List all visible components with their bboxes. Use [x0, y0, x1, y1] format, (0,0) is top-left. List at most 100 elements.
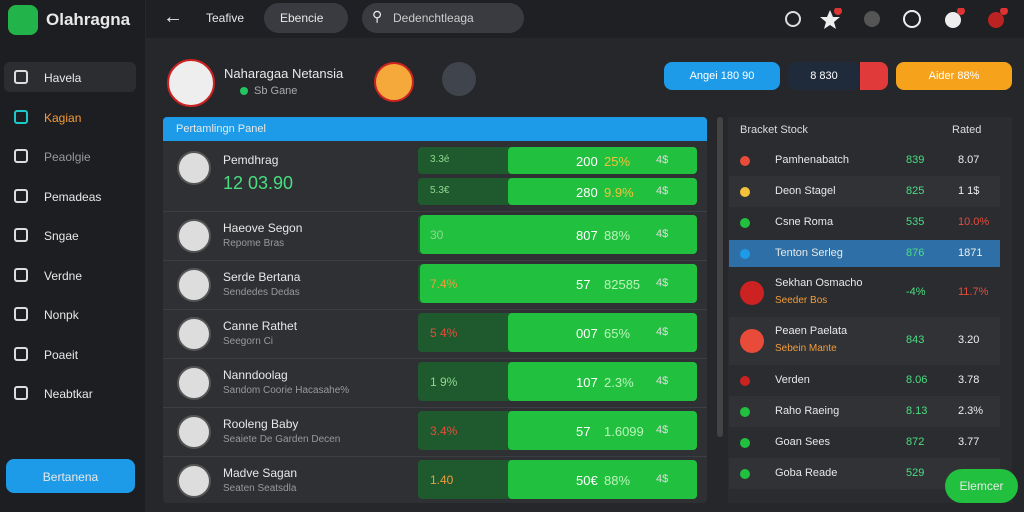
- row-divider: [163, 260, 707, 261]
- row-icon: [740, 375, 750, 386]
- bar-left: 5.3€: [430, 184, 450, 196]
- search-icon: ⚲: [372, 8, 383, 24]
- row-v2: 1 1$: [958, 184, 980, 197]
- search-box[interactable]: [362, 3, 524, 33]
- row-v2: 1871: [958, 246, 983, 259]
- panel-title: Pertamlingn Panel: [176, 123, 266, 135]
- bar-left: 7.4%: [430, 276, 458, 291]
- bar-c: 4$: [656, 374, 669, 387]
- bar-c: 4$: [656, 276, 669, 289]
- row-icon: [740, 437, 750, 448]
- row-avatar: [177, 151, 211, 185]
- bar-c: 4$: [656, 423, 669, 436]
- row-v2: 3.20: [958, 334, 980, 346]
- row-divider: [163, 211, 707, 212]
- bar-left: 3.4%: [430, 423, 458, 438]
- bar-a: 57: [576, 423, 591, 439]
- tab-label: Ebencie: [280, 11, 324, 25]
- bar-fill: [508, 147, 697, 174]
- nav-item[interactable]: Nonpk: [44, 308, 79, 322]
- header-button-label: Aider 88%: [928, 70, 980, 82]
- bar-c: 4$: [656, 325, 669, 338]
- row-icon: [740, 281, 764, 305]
- side-header: Bracket Stock: [740, 124, 808, 136]
- nav-item[interactable]: Peaolgie: [44, 150, 91, 164]
- nav-item[interactable]: Neabtkar: [44, 387, 93, 401]
- header-button[interactable]: [788, 62, 860, 90]
- bar-b: 25%: [604, 153, 631, 169]
- bar-left: 30: [430, 227, 444, 242]
- bar-b: 88%: [604, 227, 631, 243]
- nav-item[interactable]: Sngae: [44, 229, 79, 243]
- row-name: Haeove Segon: [223, 221, 303, 235]
- badge: [442, 62, 476, 96]
- row-name: Csne Roma: [775, 215, 834, 228]
- row-name: Verden: [775, 373, 810, 386]
- header-button[interactable]: [664, 62, 780, 90]
- row-v1: -4%: [906, 286, 926, 298]
- row-divider: [163, 456, 707, 457]
- bar-left: 1.40: [430, 472, 454, 487]
- bar-c: 4$: [656, 153, 669, 166]
- search-text: Dedenchtleaga: [393, 11, 474, 25]
- nav-icon: [14, 109, 28, 124]
- row-v1: 8.13: [906, 404, 928, 417]
- bar-c: 4$: [656, 227, 669, 240]
- row-sub: Seegorn Ci: [223, 336, 274, 347]
- bar-left: 3.3é: [430, 153, 450, 165]
- float-button[interactable]: [945, 469, 1018, 503]
- nav-icon: [14, 267, 28, 282]
- header-button-label: 8 830: [810, 70, 838, 82]
- back-button[interactable]: ←: [163, 6, 183, 28]
- nav-item[interactable]: Havela: [44, 71, 82, 85]
- nav-item[interactable]: Verdne: [44, 268, 83, 283]
- row-name: Rooleng Baby: [223, 417, 299, 431]
- row-sub: 12 03.90: [223, 173, 294, 193]
- sidebar-button-label: Bertanena: [42, 470, 99, 484]
- header-button[interactable]: [896, 62, 1012, 90]
- nav-item[interactable]: Pemadeas: [44, 189, 102, 204]
- row-v1: 535: [906, 215, 925, 228]
- bar-b: 88%: [604, 472, 631, 488]
- nav-item[interactable]: Poaeit: [44, 347, 79, 362]
- row-v2: 8.07: [958, 153, 980, 166]
- row-icon: [740, 217, 750, 228]
- row-divider: [163, 358, 707, 359]
- row-name: Goan Sees: [775, 435, 831, 448]
- row-name: Peaen Paelata: [775, 325, 848, 337]
- row-v2: 10.0%: [958, 215, 990, 228]
- row-name: Madve Sagan: [223, 466, 298, 480]
- row-divider: [163, 309, 707, 310]
- nav-icon: [14, 228, 28, 242]
- sidebar-button[interactable]: [6, 459, 135, 493]
- row-name: Goba Reade: [775, 466, 838, 479]
- nav-item[interactable]: Kagian: [44, 110, 82, 125]
- topbar-icons: [783, 7, 1023, 30]
- row-avatar: [177, 415, 211, 449]
- row-stripe: [729, 317, 1000, 365]
- bar-c: 4$: [656, 184, 669, 197]
- nav-icon: [14, 386, 28, 400]
- bar-b: 1.6099: [604, 423, 644, 439]
- row-v1: 8.06: [906, 373, 928, 386]
- row-name: Tenton Serleg: [775, 246, 843, 259]
- row-name: Deon Stagel: [775, 184, 836, 197]
- bar-a: 807: [576, 227, 598, 243]
- row-stripe: [729, 176, 1000, 207]
- bar-c: 4$: [656, 472, 669, 485]
- row-sub: Seeder Bos: [775, 295, 828, 306]
- tab-pill[interactable]: [264, 3, 348, 33]
- bar-fill: [508, 460, 697, 499]
- header-button[interactable]: [860, 62, 888, 90]
- row-icon: [740, 329, 764, 353]
- nav-icon: [14, 70, 28, 84]
- row-v1: 872: [906, 435, 925, 448]
- scrollbar: [717, 117, 723, 437]
- bar-fill: [420, 264, 697, 303]
- row-v2: 3.78: [958, 373, 980, 386]
- row-sub: Sendedes Dedas: [223, 287, 300, 298]
- row-icon: [740, 248, 750, 259]
- row-name: Pamhenabatch: [775, 153, 849, 166]
- icons: [785, 7, 1008, 29]
